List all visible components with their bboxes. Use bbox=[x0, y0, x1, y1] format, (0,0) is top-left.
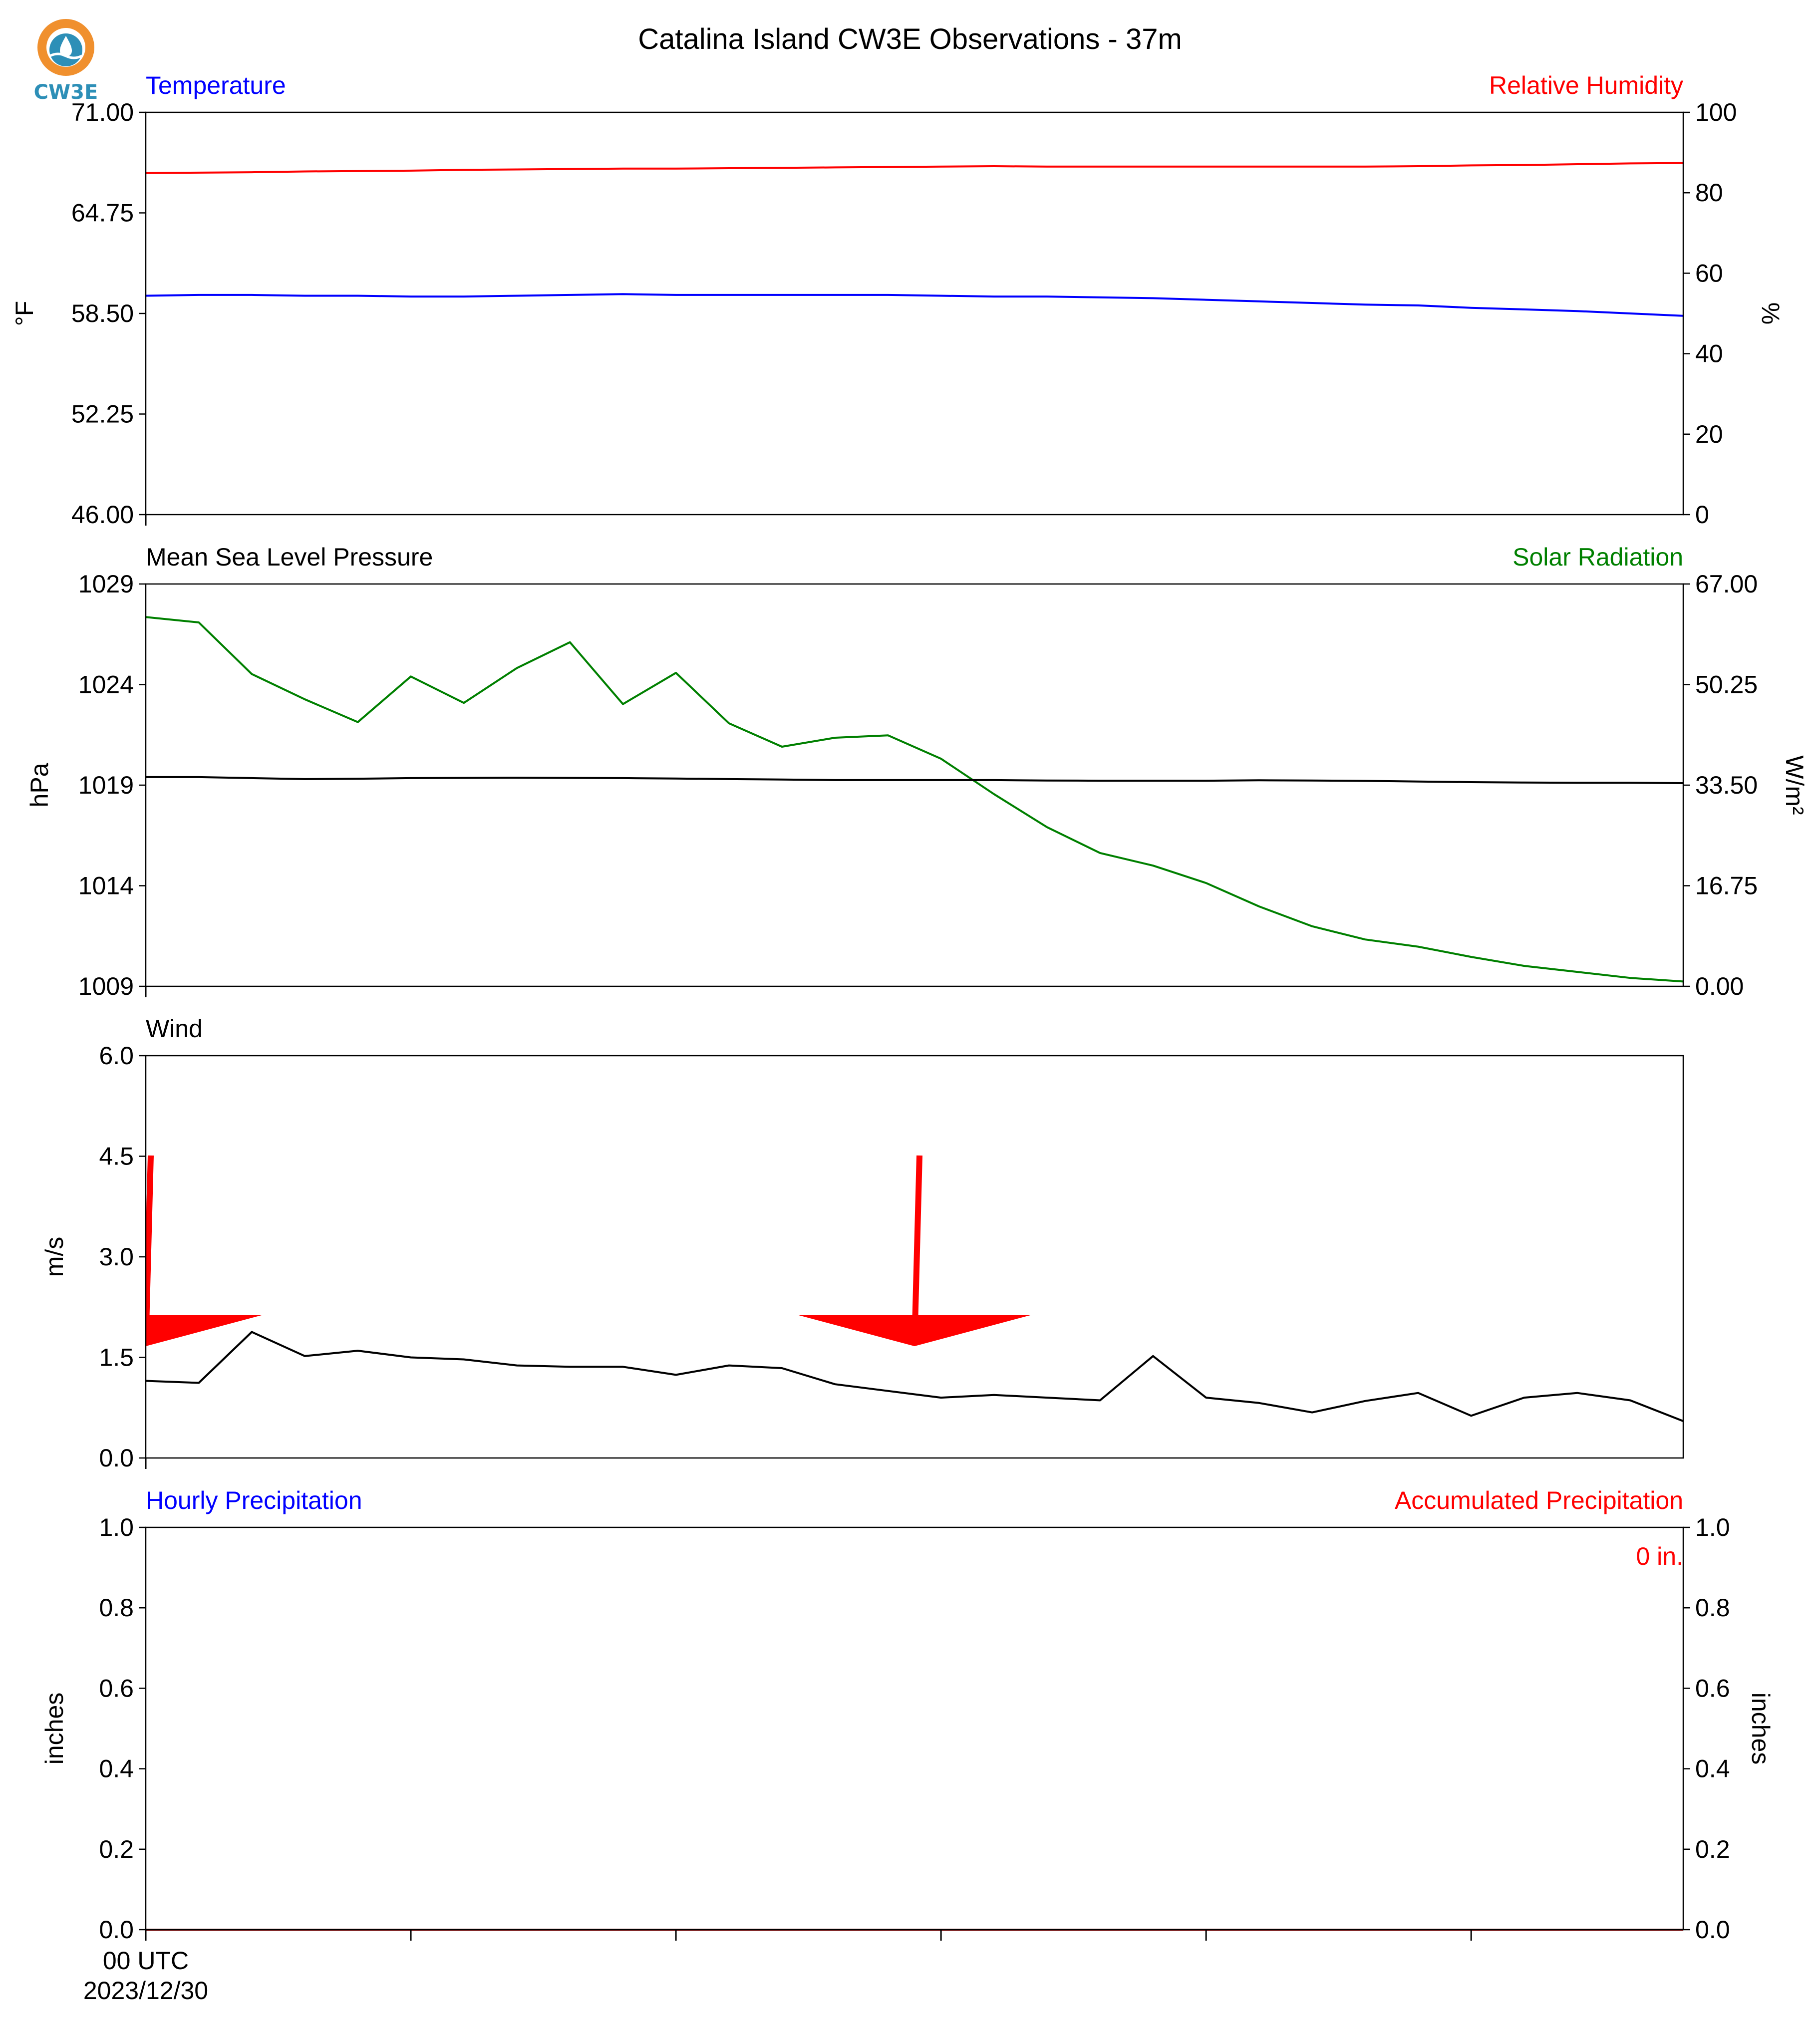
series-line-solar-radiation bbox=[145, 616, 1684, 983]
ytick-label: 0.0 bbox=[99, 1916, 134, 1944]
panel-title-accum-precip: Accumulated Precipitation bbox=[1395, 1486, 1683, 1514]
ylabel-solar: W/m² bbox=[1781, 755, 1809, 815]
ytick-label: 1.0 bbox=[99, 1513, 134, 1541]
figure-title: Catalina Island CW3E Observations - 37m bbox=[638, 23, 1182, 55]
ytick-right-label: 16.75 bbox=[1695, 872, 1758, 900]
ytick-label: 58.50 bbox=[71, 299, 134, 327]
panel-precipitation: Hourly Precipitation Accumulated Precipi… bbox=[40, 1486, 1775, 2005]
panel-title-wind: Wind bbox=[146, 1015, 203, 1043]
ytick-right-label: 50.25 bbox=[1695, 671, 1758, 699]
ytick-right-label: 0.6 bbox=[1695, 1674, 1730, 1702]
ytick-right-label: 0.0 bbox=[1695, 1916, 1730, 1944]
ytick-label: 1024 bbox=[78, 671, 134, 699]
series-line-temperature bbox=[145, 293, 1684, 317]
panel-wind: Wind 0.0 1.5 3.0 4.5 6.0 m/s bbox=[40, 1015, 1684, 1472]
ytick-label: 1029 bbox=[78, 570, 134, 598]
ylabel-precip-left: inches bbox=[40, 1693, 68, 1765]
ytick-label: 6.0 bbox=[99, 1042, 134, 1070]
ytick-right-label: 0.8 bbox=[1695, 1594, 1730, 1622]
ytick-right-label: 0 bbox=[1695, 501, 1709, 529]
ytick-label: 1009 bbox=[78, 972, 134, 1000]
ytick-label: 1014 bbox=[78, 872, 134, 900]
series-line-relative-humidity bbox=[145, 162, 1684, 174]
ytick-right-label: 20 bbox=[1695, 420, 1723, 448]
ylabel-pressure: hPa bbox=[25, 763, 53, 807]
ytick-right-label: 0.2 bbox=[1695, 1835, 1730, 1863]
ytick-label: 0.4 bbox=[99, 1755, 134, 1783]
panel-title-hourly-precip: Hourly Precipitation bbox=[146, 1486, 362, 1514]
ytick-right-label: 80 bbox=[1695, 179, 1723, 207]
ylabel-wind: m/s bbox=[40, 1237, 68, 1277]
ytick-right-label: 100 bbox=[1695, 98, 1737, 126]
ytick-label: 1019 bbox=[78, 771, 134, 799]
ylabel-humidity: % bbox=[1757, 302, 1785, 324]
cw3e-logo: CW3E bbox=[34, 19, 98, 104]
wind-barb bbox=[146, 1155, 262, 1346]
series-line-wind-speed bbox=[145, 1331, 1684, 1422]
accum-precip-annotation: 0 in. bbox=[1636, 1542, 1683, 1570]
ytick-right-label: 0.4 bbox=[1695, 1755, 1730, 1783]
panel-title-pressure: Mean Sea Level Pressure bbox=[146, 543, 433, 571]
series-line-pressure bbox=[146, 776, 1684, 784]
logo-wave-icon bbox=[49, 52, 83, 59]
panel-title-solar-radiation: Solar Radiation bbox=[1513, 543, 1683, 571]
xtick-label-start-line2: 2023/12/30 bbox=[83, 1977, 208, 2005]
wind-barb-staff bbox=[911, 1155, 922, 1346]
ytick-right-label: 40 bbox=[1695, 340, 1723, 368]
xtick-label-start-line1: 00 UTC bbox=[103, 1947, 189, 1975]
ytick-right-label: 33.50 bbox=[1695, 771, 1758, 799]
panel-title-relative-humidity: Relative Humidity bbox=[1489, 71, 1683, 99]
panel-pressure-solar: Mean Sea Level Pressure Solar Radiation … bbox=[25, 543, 1809, 1000]
wind-barb bbox=[799, 1155, 1030, 1346]
ytick-right-label: 0.00 bbox=[1695, 972, 1744, 1000]
wind-barb-staff bbox=[146, 1155, 154, 1346]
ylabel-temperature: °F bbox=[10, 301, 38, 326]
panel-title-temperature: Temperature bbox=[146, 71, 286, 99]
ytick-label: 0.6 bbox=[99, 1674, 134, 1702]
logo-text: CW3E bbox=[34, 81, 98, 104]
ytick-right-label: 67.00 bbox=[1695, 570, 1758, 598]
ytick-label: 46.00 bbox=[71, 501, 134, 529]
ytick-label: 0.8 bbox=[99, 1594, 134, 1622]
logo-ring-icon bbox=[37, 19, 94, 76]
ytick-label: 0.0 bbox=[99, 1444, 134, 1472]
ytick-label: 0.2 bbox=[99, 1835, 134, 1863]
wind-barb-pennant bbox=[146, 1315, 262, 1346]
logo-droplet-icon bbox=[60, 36, 72, 57]
ytick-label: 1.5 bbox=[99, 1344, 134, 1372]
ytick-label: 71.00 bbox=[71, 98, 134, 126]
wind-barb-pennant bbox=[799, 1315, 1030, 1346]
panel-frame-precip bbox=[145, 1526, 1684, 1931]
ytick-label: 64.75 bbox=[71, 199, 134, 227]
ytick-label: 4.5 bbox=[99, 1143, 134, 1170]
panel-temperature-humidity: Temperature Relative Humidity 46.00 52.25… bbox=[10, 71, 1785, 529]
ytick-label: 52.25 bbox=[71, 400, 134, 428]
ytick-right-label: 1.0 bbox=[1695, 1513, 1730, 1541]
ylabel-precip-right: inches bbox=[1747, 1693, 1775, 1765]
ytick-right-label: 60 bbox=[1695, 259, 1723, 287]
ytick-label: 3.0 bbox=[99, 1243, 134, 1271]
